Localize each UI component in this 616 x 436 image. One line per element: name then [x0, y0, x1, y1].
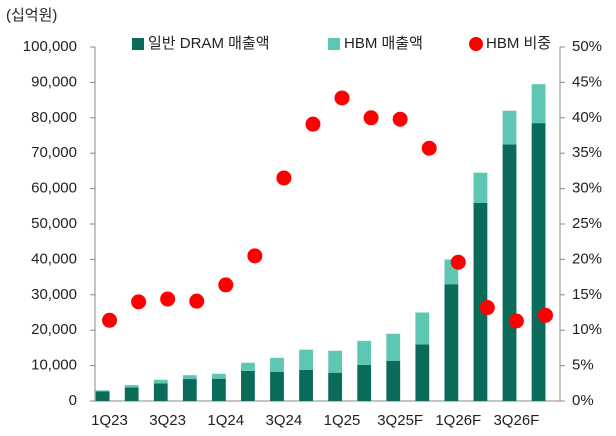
ratio-point [218, 277, 234, 293]
legend-label: HBM 매출액 [344, 35, 423, 52]
y2-tick-label: 5% [572, 357, 594, 374]
bar [415, 344, 430, 401]
bar [357, 340, 372, 365]
x-tick-label: 1Q26F [435, 412, 481, 429]
legend-marker [328, 38, 340, 50]
ratio-point [392, 111, 408, 127]
bar [95, 391, 110, 401]
ratio-point [276, 170, 292, 186]
bar [473, 202, 488, 401]
y2-tick-label: 0% [572, 392, 594, 409]
y-tick-label: 100,000 [23, 38, 77, 55]
bar [211, 378, 226, 401]
ratio-point [508, 313, 524, 329]
y2-tick-label: 35% [572, 144, 602, 161]
bar [357, 364, 372, 401]
bar [124, 387, 139, 401]
x-tick-label: 1Q25 [324, 412, 361, 429]
bar [328, 372, 343, 401]
y-tick-label: 30,000 [31, 286, 77, 303]
bar [182, 379, 197, 401]
bar [270, 371, 284, 401]
y2-tick-label: 40% [572, 109, 602, 126]
y-tick-label: 90,000 [31, 73, 77, 90]
y-tick-label: 70,000 [31, 144, 77, 161]
bar [531, 123, 546, 402]
legend-marker [132, 38, 144, 50]
bar [124, 385, 139, 388]
x-tick-label: 3Q25F [377, 412, 423, 429]
bar [502, 144, 517, 401]
bar [153, 379, 168, 384]
bar [531, 84, 546, 124]
y-tick-label: 80,000 [31, 109, 77, 126]
y2-tick-label: 45% [572, 73, 602, 90]
ratio-point [421, 140, 437, 156]
bar [386, 360, 401, 401]
bar [415, 312, 430, 345]
legend-label: 일반 DRAM 매출액 [148, 35, 270, 52]
y2-tick-label: 50% [572, 38, 602, 55]
x-tick-label: 3Q24 [266, 412, 303, 429]
y2-tick-label: 10% [572, 321, 602, 338]
ratio-point [450, 254, 466, 270]
bar [299, 349, 313, 370]
ratio-point [102, 312, 118, 328]
bar [386, 333, 401, 361]
ratio-point [131, 294, 147, 310]
y2-tick-label: 15% [572, 286, 602, 303]
x-tick-label: 3Q23 [149, 412, 186, 429]
y-tick-label: 60,000 [31, 180, 77, 197]
ratio-point [334, 90, 350, 106]
ratio-point [363, 110, 379, 126]
ratio-point [305, 116, 321, 132]
bar [241, 370, 255, 401]
x-tick-label: 1Q23 [91, 412, 128, 429]
bar [444, 284, 459, 401]
bar [299, 369, 313, 401]
bar [502, 110, 517, 145]
x-tick-label: 3Q26F [493, 412, 539, 429]
ratio-point [537, 307, 553, 323]
y2-tick-label: 25% [572, 215, 602, 232]
bar [153, 383, 168, 401]
y-tick-label: 40,000 [31, 250, 77, 267]
legend-label: HBM 비중 [486, 35, 551, 52]
bar [182, 375, 197, 380]
x-tick-label: 1Q24 [207, 412, 244, 429]
y-tick-label: 20,000 [31, 321, 77, 338]
y-tick-label: 50,000 [31, 215, 77, 232]
bar [270, 357, 284, 372]
ratio-point [479, 300, 495, 316]
bar [328, 350, 343, 373]
bar [211, 373, 226, 379]
bar [95, 390, 110, 392]
y-axis-label: (십억원) [6, 7, 57, 24]
bar [473, 172, 488, 203]
ratio-point [160, 291, 176, 307]
y-tick-label: 10,000 [31, 357, 77, 374]
bar [241, 362, 255, 371]
y-tick-label: 0 [69, 392, 77, 409]
ratio-point [247, 248, 263, 264]
y2-tick-label: 30% [572, 180, 602, 197]
y2-tick-label: 20% [572, 250, 602, 267]
legend-marker [469, 37, 483, 51]
ratio-point [189, 293, 205, 309]
